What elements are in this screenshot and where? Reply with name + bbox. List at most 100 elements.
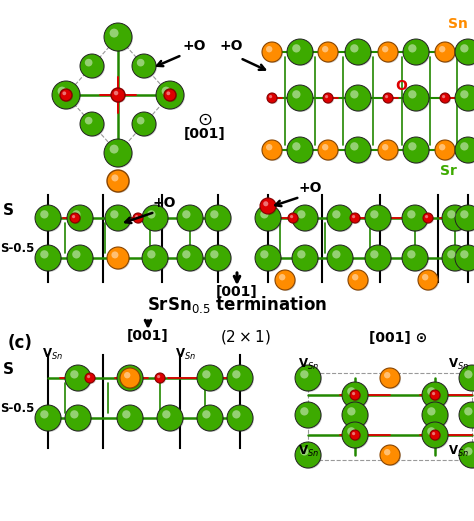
Circle shape [328,206,354,232]
Circle shape [288,40,314,66]
Text: +O: +O [220,39,244,53]
Circle shape [318,140,338,160]
Circle shape [80,112,104,136]
Circle shape [263,201,268,206]
Circle shape [296,403,322,429]
Circle shape [121,369,141,389]
Circle shape [72,250,81,258]
Circle shape [441,94,451,104]
Circle shape [332,250,340,258]
Circle shape [118,366,144,392]
Circle shape [133,213,143,223]
Circle shape [177,245,203,271]
Text: V$_{Sn}$: V$_{Sn}$ [298,357,319,372]
Circle shape [455,245,474,271]
Circle shape [292,44,301,53]
Circle shape [114,91,118,95]
Circle shape [345,137,371,163]
Circle shape [137,117,145,125]
Circle shape [202,410,210,418]
Circle shape [384,449,391,455]
Circle shape [322,46,328,53]
Circle shape [178,206,204,232]
Text: [001]: [001] [216,285,258,299]
Circle shape [142,205,168,231]
Circle shape [266,144,273,151]
Circle shape [133,113,157,137]
Circle shape [402,245,428,271]
Circle shape [351,391,361,401]
Circle shape [295,365,321,391]
Circle shape [319,43,339,63]
Circle shape [352,215,355,218]
Circle shape [263,141,283,161]
Circle shape [443,246,469,272]
Circle shape [158,406,184,432]
Circle shape [198,366,224,392]
Circle shape [287,39,313,65]
Circle shape [72,210,81,218]
Circle shape [350,90,358,98]
Text: V$_{Sn}$: V$_{Sn}$ [448,357,469,372]
Circle shape [66,406,92,432]
Circle shape [432,432,435,435]
Circle shape [324,94,334,104]
Circle shape [297,210,306,218]
Text: Sr: Sr [440,164,457,178]
Circle shape [343,383,369,409]
Circle shape [205,245,231,271]
Circle shape [132,54,156,78]
Circle shape [407,210,416,218]
Circle shape [157,375,160,378]
Circle shape [36,206,62,232]
Circle shape [197,405,223,431]
Circle shape [87,375,90,378]
Circle shape [402,205,428,231]
Circle shape [35,405,61,431]
Circle shape [232,410,240,418]
Text: [001] ⊙: [001] ⊙ [369,331,427,345]
Circle shape [276,271,296,291]
Circle shape [268,94,278,104]
Circle shape [292,90,301,98]
Circle shape [366,246,392,272]
Circle shape [132,112,156,136]
Circle shape [407,250,416,258]
Circle shape [52,81,80,109]
Circle shape [430,430,440,440]
Circle shape [345,85,371,111]
Circle shape [365,245,391,271]
Circle shape [290,215,293,218]
Circle shape [350,44,358,53]
Circle shape [346,138,372,164]
Circle shape [155,373,165,383]
Circle shape [347,427,356,436]
Circle shape [342,382,368,408]
Circle shape [464,407,473,416]
Circle shape [85,59,92,67]
Circle shape [404,86,430,112]
Circle shape [142,245,168,271]
Text: O: O [395,79,407,93]
Circle shape [455,85,474,111]
Circle shape [71,214,81,224]
Circle shape [422,422,448,448]
Circle shape [227,405,253,431]
Circle shape [164,89,176,101]
Circle shape [460,366,474,392]
Circle shape [58,86,66,95]
Circle shape [287,137,313,163]
Circle shape [228,406,254,432]
Circle shape [422,382,448,408]
Circle shape [403,85,429,111]
Circle shape [133,55,157,79]
Circle shape [381,446,401,466]
Circle shape [352,432,355,435]
Circle shape [422,274,428,280]
Circle shape [288,86,314,112]
Circle shape [370,210,379,218]
Circle shape [255,205,281,231]
Circle shape [455,39,474,65]
Circle shape [105,205,131,231]
Circle shape [332,210,340,218]
